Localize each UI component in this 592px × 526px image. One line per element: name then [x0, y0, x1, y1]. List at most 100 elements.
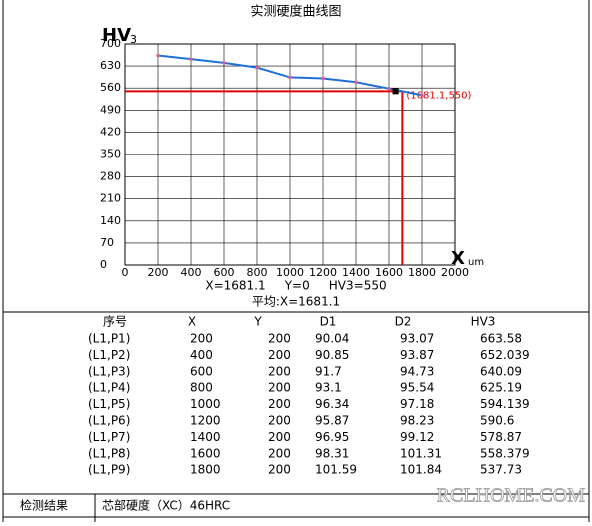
y-tick-label: 140	[100, 214, 121, 227]
table-cell: 93.07	[400, 332, 434, 346]
y-tick-label: 490	[100, 103, 121, 116]
point	[255, 66, 259, 70]
table-cell: (L1,P8)	[88, 446, 130, 460]
table-cell: 625.19	[480, 381, 522, 395]
table-cell: 98.31	[315, 446, 349, 460]
table-cell: 99.12	[400, 430, 434, 444]
table-cell: 98.23	[400, 414, 434, 428]
y-tick-label: 0	[100, 258, 107, 271]
y-tick-label: 630	[100, 59, 121, 72]
point	[420, 93, 424, 97]
y-tick-label: 210	[100, 192, 121, 205]
table-cell: 200	[268, 381, 291, 395]
x-tick-label: 1600	[375, 266, 403, 279]
point	[189, 57, 193, 61]
point	[354, 80, 358, 84]
x-tick-label: 2000	[441, 266, 469, 279]
table-cell: (L1,P4)	[88, 381, 130, 395]
x-tick-label: 400	[181, 266, 202, 279]
point	[222, 61, 226, 65]
table-cell: 200	[268, 446, 291, 460]
table-cell: 1800	[190, 463, 221, 477]
table-header: Y	[253, 315, 262, 329]
y-tick-label: 420	[100, 125, 121, 138]
y-tick-label: 560	[100, 81, 121, 94]
y-axis-label: HV	[102, 25, 131, 46]
table-cell: 200	[268, 332, 291, 346]
table-cell: 590.6	[480, 414, 514, 428]
y-tick-label: 700	[100, 37, 121, 50]
point	[387, 87, 391, 91]
x-tick-label: 200	[148, 266, 169, 279]
table-cell: 200	[268, 397, 291, 411]
table-cell: 1600	[190, 446, 221, 460]
watermark: RCLHOME.COM	[437, 485, 586, 507]
table-cell: 594.139	[480, 397, 530, 411]
x-tick-label: 1800	[408, 266, 436, 279]
table-cell: 400	[190, 348, 213, 362]
table-cell: 101.59	[315, 463, 357, 477]
y-tick-label: 280	[100, 170, 121, 183]
table-cell: 200	[268, 348, 291, 362]
table-cell: 1400	[190, 430, 221, 444]
table-cell: (L1,P6)	[88, 414, 130, 428]
table-cell: 95.87	[315, 414, 349, 428]
point	[321, 77, 325, 81]
result-label: 检测结果	[20, 498, 68, 513]
table-cell: 1000	[190, 397, 221, 411]
point	[156, 53, 160, 57]
average-line: 平均:X=1681.1	[252, 295, 340, 309]
table-cell: 101.84	[400, 463, 442, 477]
table-cell: 95.54	[400, 381, 434, 395]
table-header: 序号	[103, 314, 127, 329]
x-tick-label: 600	[214, 266, 235, 279]
result-line: X=1681.1 Y=0 HV3=550	[205, 279, 386, 293]
table-cell: 200	[190, 332, 213, 346]
table-cell: 101.31	[400, 446, 442, 460]
table-cell: 200	[268, 364, 291, 378]
table-cell: 93.1	[315, 381, 342, 395]
table-cell: 640.09	[480, 364, 522, 378]
table-cell: 90.85	[315, 348, 349, 362]
table-cell: 96.34	[315, 397, 349, 411]
table-cell: 200	[268, 463, 291, 477]
x-tick-label: 1400	[342, 266, 370, 279]
table-cell: 652.039	[480, 348, 530, 362]
table-header: D2	[395, 315, 412, 329]
table-cell: (L1,P1)	[88, 332, 130, 346]
table-cell: 558.379	[480, 446, 530, 460]
table-cell: 1200	[190, 414, 221, 428]
table-cell: 663.58	[480, 332, 522, 346]
table-cell: 600	[190, 364, 213, 378]
table-cell: 200	[268, 414, 291, 428]
table-cell: 94.73	[400, 364, 434, 378]
table-cell: 90.04	[315, 332, 349, 346]
table-cell: 96.95	[315, 430, 349, 444]
table-header: D1	[320, 315, 337, 329]
table-cell: 537.73	[480, 463, 522, 477]
table-cell: 97.18	[400, 397, 434, 411]
plot-border	[124, 43, 456, 266]
table-cell: 200	[268, 430, 291, 444]
table-cell: (L1,P5)	[88, 397, 130, 411]
table-cell: (L1,P9)	[88, 463, 130, 477]
x-tick-label: 800	[247, 266, 268, 279]
crosshair-point	[392, 88, 399, 95]
y-tick-label: 350	[100, 148, 121, 161]
y-tick-label: 70	[100, 236, 114, 249]
table-cell: (L1,P2)	[88, 348, 130, 362]
table-cell: (L1,P3)	[88, 364, 130, 378]
y-axis-label-sub: 3	[130, 33, 137, 46]
result-text: 芯部硬度（XC）46HRC	[102, 498, 230, 513]
point	[288, 75, 292, 79]
table-cell: 91.7	[315, 364, 342, 378]
x-tick-label: 1000	[276, 266, 304, 279]
table-cell: 578.87	[480, 430, 522, 444]
chart-title: 实测硬度曲线图	[250, 4, 341, 20]
x-tick-label: 1200	[309, 266, 337, 279]
table-cell: 93.87	[400, 348, 434, 362]
x-axis-unit: um	[468, 257, 484, 268]
table-header: HV3	[471, 315, 496, 329]
